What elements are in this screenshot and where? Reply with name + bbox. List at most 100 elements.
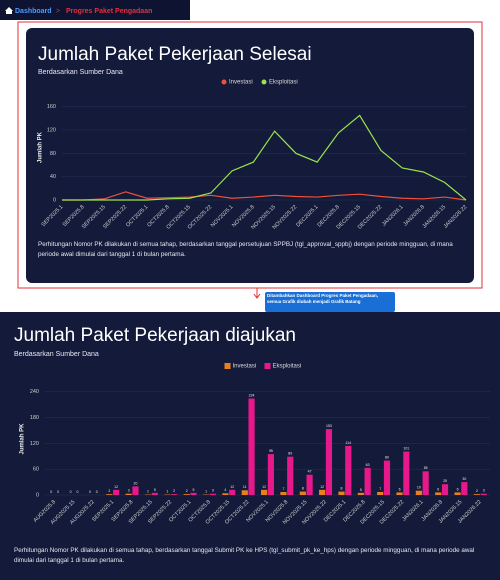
bar	[151, 492, 158, 495]
bar	[171, 494, 178, 495]
chart-subtitle: Berdasarkan Sumber Dana	[38, 69, 123, 76]
data-label: 3	[483, 489, 485, 493]
data-label: 89	[288, 452, 292, 456]
bar	[319, 489, 326, 495]
data-label: 0	[57, 490, 59, 494]
data-label: 2	[108, 489, 110, 493]
legend-label: Investasi	[229, 80, 253, 86]
data-label: 0	[89, 490, 91, 494]
data-label: 63	[366, 463, 370, 467]
data-label: 12	[230, 485, 234, 489]
card	[26, 28, 474, 283]
bar	[325, 429, 333, 495]
data-label: 7	[282, 487, 284, 491]
bar	[306, 474, 313, 495]
bar	[441, 484, 449, 495]
y-tick-label: 120	[47, 127, 56, 133]
breadcrumb-home[interactable]: Dashboard	[15, 8, 52, 15]
breadcrumb-current: Progres Paket Pengadaan	[66, 8, 152, 15]
legend-swatch	[261, 79, 267, 85]
data-label: 0	[96, 490, 98, 494]
data-label: 8	[302, 486, 304, 490]
bar	[229, 489, 236, 495]
chart-subtitle: Berdasarkan Sumber Dana	[14, 351, 99, 358]
bar	[377, 491, 384, 495]
bar	[299, 491, 306, 495]
data-label: 8	[341, 486, 343, 490]
bar	[183, 494, 190, 495]
legend-swatch	[264, 363, 271, 369]
data-label: 1	[205, 489, 207, 493]
data-label: 114	[345, 441, 351, 445]
note-text: Perhitungan Nomor PK dilakukan di semua …	[14, 547, 475, 564]
y-tick-label: 180	[30, 415, 39, 421]
data-label: 10	[417, 486, 421, 490]
bar	[132, 486, 139, 495]
y-tick-label: 80	[50, 151, 56, 157]
data-label: 1	[147, 489, 149, 493]
bar	[473, 494, 481, 495]
y-tick-label: 240	[30, 389, 39, 395]
data-label: 95	[269, 449, 273, 453]
bar	[461, 482, 468, 495]
bar	[125, 493, 132, 495]
data-label: 0	[70, 490, 72, 494]
chart-note: Perhitungan Nomor PK dilakukan di semua …	[38, 241, 453, 258]
bar	[357, 492, 364, 495]
y-axis-label: Jumlah PK	[38, 131, 44, 163]
y-tick-label: 0	[36, 492, 39, 498]
callout-box	[265, 292, 395, 312]
breadcrumb-bar	[0, 0, 190, 20]
bar	[287, 456, 294, 495]
callout-text: Ditambahkan Dashboard Progres Paket Peng…	[267, 293, 379, 304]
data-label: 0	[50, 490, 52, 494]
chart-title: Jumlah Paket Pekerjaan Selesai	[38, 44, 312, 65]
bar	[422, 471, 429, 495]
home-icon	[5, 7, 13, 14]
bar	[396, 492, 403, 495]
y-tick-label: 0	[53, 197, 56, 203]
bar	[403, 451, 410, 495]
legend-swatch	[224, 363, 231, 369]
chart-note: Perhitungan Nomor PK dilakukan di semua …	[14, 547, 475, 564]
data-label: 0	[76, 490, 78, 494]
bar	[261, 489, 268, 495]
data-label: 3	[128, 489, 130, 493]
data-label: 5	[154, 488, 156, 492]
bar	[480, 493, 487, 495]
breadcrumb-sep: >	[56, 8, 60, 15]
data-label: 4	[224, 488, 226, 492]
bar	[222, 493, 229, 495]
bar	[106, 494, 113, 495]
line	[62, 191, 467, 201]
bar	[415, 490, 422, 495]
highlight-box	[17, 21, 483, 289]
y-tick-label: 120	[30, 441, 39, 447]
data-label: 12	[114, 485, 118, 489]
y-tick-label: 40	[50, 174, 56, 180]
callout: Ditambahkan Dashboard Progres Paket Peng…	[267, 293, 379, 304]
bar	[345, 445, 352, 495]
y-tick-label: 160	[47, 104, 56, 110]
data-label: 12	[262, 485, 266, 489]
data-label: 6	[437, 487, 439, 491]
chart-title: Jumlah Paket Pekerjaan diajukan	[14, 325, 296, 346]
data-label: 7	[379, 487, 381, 491]
data-label: 101	[403, 446, 409, 450]
data-label: 2	[476, 489, 478, 493]
y-tick-label: 60	[33, 467, 39, 473]
bar	[435, 492, 442, 495]
data-label: 224	[249, 393, 255, 397]
callout-arrow	[253, 293, 261, 299]
bar	[364, 467, 371, 495]
data-label: 12	[320, 485, 324, 489]
bar	[209, 493, 216, 495]
data-label: 47	[308, 470, 312, 474]
data-label: 2	[186, 489, 188, 493]
bar	[383, 460, 391, 495]
data-label: 55	[424, 466, 428, 470]
y-axis-label: Jumlah PK	[20, 423, 26, 455]
data-label: 3	[212, 489, 214, 493]
legend-swatch	[221, 79, 227, 85]
